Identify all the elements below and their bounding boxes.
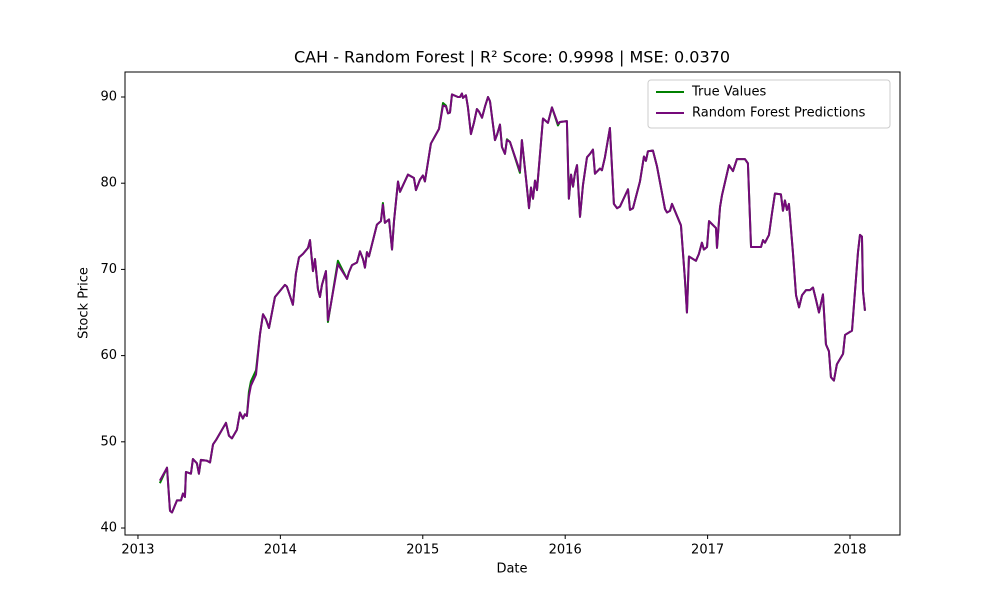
series-line [159, 92, 866, 514]
y-tick-label: 60 [100, 348, 117, 363]
x-tick-label: 2016 [549, 543, 582, 558]
legend-label: True Values [691, 85, 766, 100]
chart-title: CAH - Random Forest | R² Score: 0.9998 |… [294, 48, 730, 67]
y-tick-label: 90 [100, 89, 117, 104]
y-tick-label: 50 [100, 434, 117, 449]
y-tick-label: 40 [100, 521, 117, 536]
x-axis-label: Date [496, 562, 527, 577]
y-tick-label: 80 [100, 176, 117, 191]
x-tick-label: 2018 [833, 543, 866, 558]
x-tick-label: 2014 [264, 543, 297, 558]
legend-box [647, 79, 891, 129]
y-axis-label: Stock Price [77, 267, 92, 339]
x-tick-label: 2015 [406, 543, 439, 558]
x-tick-label: 2013 [121, 543, 154, 558]
series-line [158, 92, 866, 514]
y-tick-label: 70 [100, 262, 117, 277]
x-tick-label: 2017 [691, 543, 724, 558]
plot-area [124, 71, 901, 536]
legend-label: Random Forest Predictions [692, 106, 866, 121]
